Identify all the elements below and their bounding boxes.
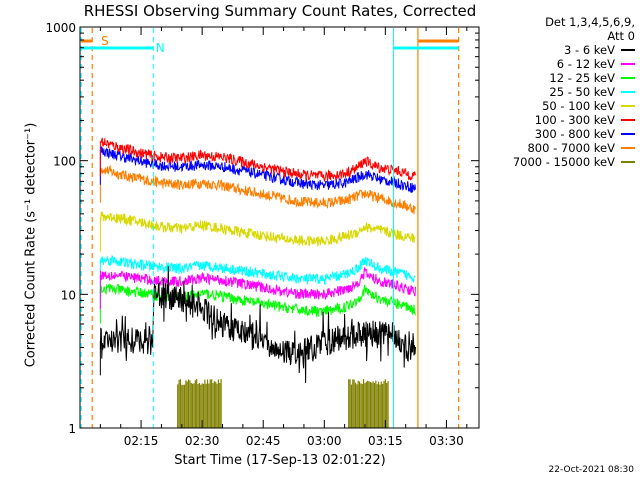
legend-item-swatch bbox=[621, 49, 635, 51]
legend-item-label: 25 - 50 keV bbox=[549, 85, 615, 99]
legend-item: 12 - 25 keV bbox=[483, 71, 635, 85]
legend-item-label: 300 - 800 keV bbox=[534, 127, 615, 141]
y-tick-label: 1000 bbox=[45, 21, 76, 35]
series-12-25-kev bbox=[99, 283, 416, 319]
legend-item-label: 3 - 6 keV bbox=[564, 43, 615, 57]
legend-header-detectors: Det 1,3,4,5,6,9, bbox=[545, 15, 635, 29]
series-7000-15000-kev-bursts bbox=[177, 378, 389, 428]
legend-item-swatch bbox=[621, 147, 635, 149]
x-tick-label: 02:15 bbox=[124, 434, 159, 448]
legend-item-label: 6 - 12 keV bbox=[556, 57, 615, 71]
legend-item: 50 - 100 keV bbox=[483, 99, 635, 113]
legend-item-label: 7000 - 15000 keV bbox=[512, 155, 615, 169]
legend-item: 25 - 50 keV bbox=[483, 85, 635, 99]
x-axis-label: Start Time (17-Sep-13 02:01:22) bbox=[174, 453, 386, 468]
x-tick-label: 03:15 bbox=[368, 434, 403, 448]
legend-item-swatch bbox=[621, 105, 635, 107]
legend-item: 7000 - 15000 keV bbox=[483, 155, 635, 169]
y-tick-label: 1 bbox=[68, 422, 76, 436]
legend-item-label: 50 - 100 keV bbox=[542, 99, 615, 113]
legend-item-swatch bbox=[621, 133, 635, 135]
plot-frame bbox=[79, 26, 480, 429]
legend-item-swatch bbox=[621, 119, 635, 121]
legend-item-swatch bbox=[621, 63, 635, 65]
x-tick-label: 03:30 bbox=[429, 434, 464, 448]
x-tick-label: 02:30 bbox=[185, 434, 220, 448]
chart-title: RHESSI Observing Summary Count Rates, Co… bbox=[83, 2, 477, 20]
legend-item: 800 - 7000 keV bbox=[483, 141, 635, 155]
x-tick-label: 03:00 bbox=[307, 434, 342, 448]
saa-flag-label: S bbox=[101, 34, 109, 48]
legend-item-swatch bbox=[621, 91, 635, 93]
y-axis-label: Corrected Count Rate (s⁻¹ detector⁻¹) bbox=[23, 122, 39, 368]
legend-item-label: 12 - 25 keV bbox=[549, 71, 615, 85]
legend-header-attenuator: Att 0 bbox=[607, 29, 635, 43]
legend-item: 3 - 6 keV bbox=[483, 43, 635, 57]
legend-item-label: 100 - 300 keV bbox=[534, 113, 615, 127]
legend-item-swatch bbox=[621, 77, 635, 79]
legend-item-label: 800 - 7000 keV bbox=[527, 141, 615, 155]
legend-item: 100 - 300 keV bbox=[483, 113, 635, 127]
series-50-100-kev bbox=[99, 211, 416, 247]
legend-item: 300 - 800 keV bbox=[483, 127, 635, 141]
y-tick-label: 10 bbox=[61, 288, 76, 302]
legend-item: 6 - 12 keV bbox=[483, 57, 635, 71]
night-flag-label: N bbox=[156, 41, 165, 55]
x-tick-label: 02:45 bbox=[246, 434, 281, 448]
y-tick-label: 100 bbox=[53, 155, 76, 169]
legend-item-swatch bbox=[621, 161, 635, 163]
timestamp: 22-Oct-2021 08:30 bbox=[548, 465, 634, 475]
legend: Det 1,3,4,5,6,9, Att 0 3 - 6 keV 6 - 12 k… bbox=[483, 15, 635, 169]
